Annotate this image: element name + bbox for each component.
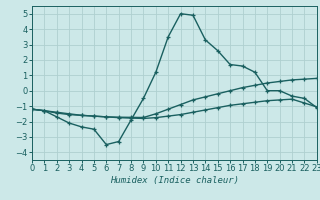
X-axis label: Humidex (Indice chaleur): Humidex (Indice chaleur) [110,176,239,185]
